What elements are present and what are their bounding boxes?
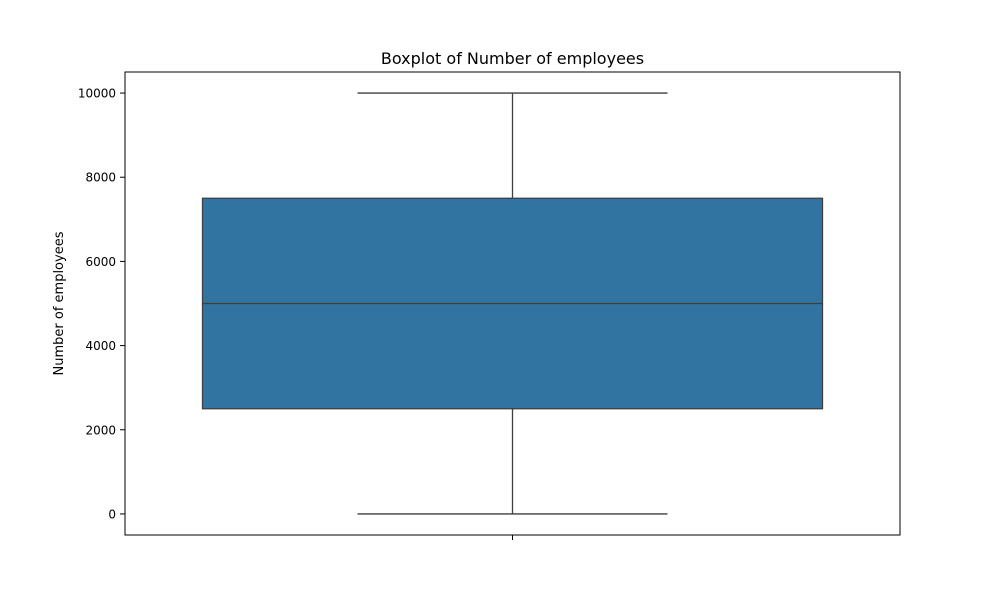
y-tick-label: 8000	[85, 171, 116, 185]
y-tick-label: 2000	[85, 423, 116, 437]
axes-frame	[124, 71, 901, 536]
y-tick-label: 6000	[85, 255, 116, 269]
y-tick-label: 10000	[78, 87, 116, 101]
plot-area: 0 2000 4000 6000 8000 10000	[78, 71, 901, 540]
y-axis-label: Number of employees	[52, 231, 67, 375]
y-tick-label: 0	[108, 507, 116, 521]
y-tick-label: 4000	[85, 339, 116, 353]
chart-title: Boxplot of Number of employees	[381, 49, 644, 68]
